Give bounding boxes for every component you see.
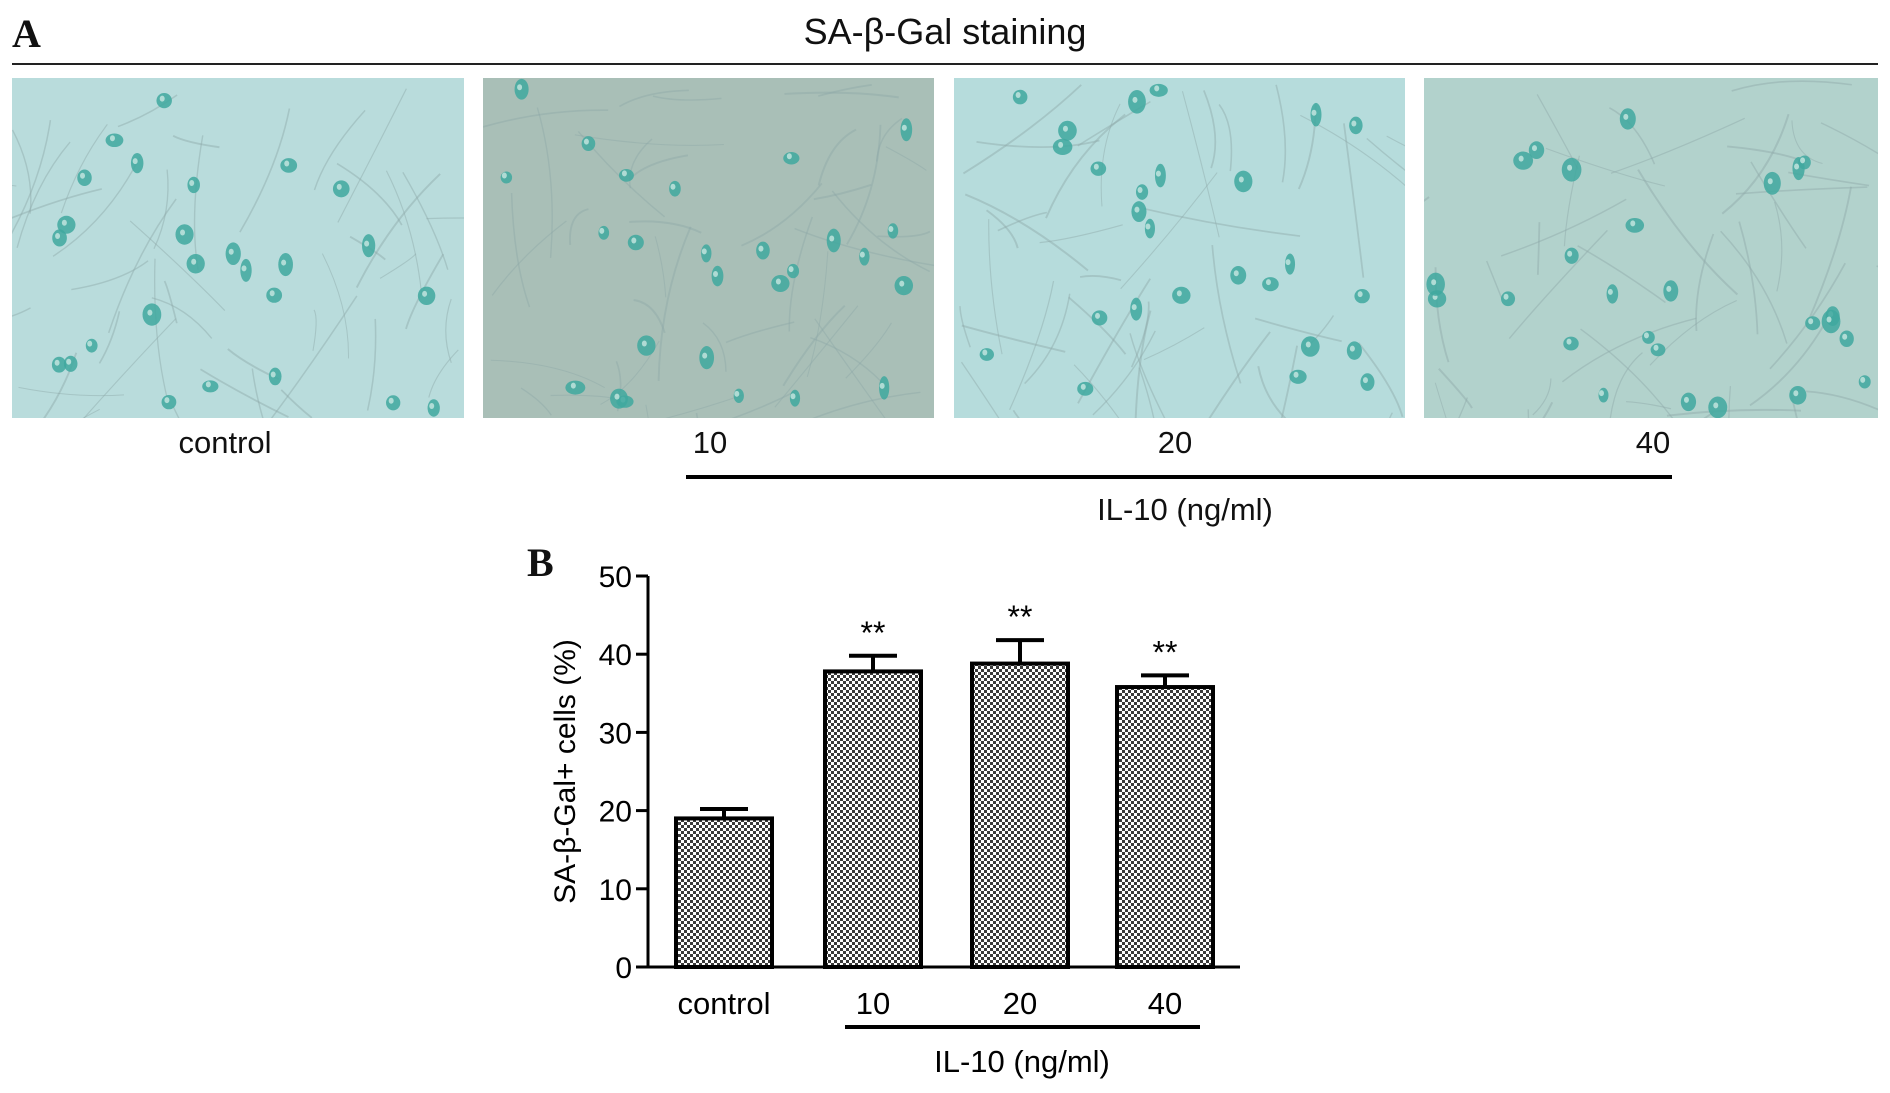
y-tick-label: 0: [615, 952, 632, 985]
panel-a-title: SA-β-Gal staining: [803, 11, 1087, 52]
panel-b-letter: B: [527, 540, 554, 585]
panel-a-group-label: IL-10 (ng/ml): [1097, 492, 1273, 527]
x-tick-label: control: [677, 986, 770, 1021]
y-axis-label: SA-β-Gal+ cells (%): [549, 639, 582, 904]
micrograph-control: [12, 78, 464, 418]
micrograph-40: [1424, 78, 1878, 418]
x-tick-label: 10: [856, 986, 890, 1021]
bar-20: [970, 661, 1070, 969]
panel-a-letter: A: [12, 11, 41, 56]
x-tick-label: 40: [1148, 986, 1182, 1021]
bar-10: [823, 669, 923, 969]
micrograph-label-10: 10: [692, 425, 728, 460]
panel-a-group-bracket: [686, 475, 1672, 479]
micrograph-label-20: 20: [1157, 425, 1193, 460]
micrograph-10: [483, 78, 934, 418]
y-tick-label: 10: [599, 874, 632, 907]
bar-40: [1115, 685, 1215, 969]
y-tick-label: 30: [599, 717, 632, 750]
significance-marker: **: [1008, 599, 1033, 635]
micrograph-label-40: 40: [1635, 425, 1671, 460]
x-tick-label: 20: [1003, 986, 1037, 1021]
group-label: IL-10 (ng/ml): [934, 1044, 1110, 1079]
title-divider: [12, 63, 1878, 65]
y-tick-label: 50: [599, 561, 632, 594]
significance-marker: **: [861, 615, 886, 651]
significance-marker: **: [1153, 634, 1178, 670]
micrograph-20: [954, 78, 1405, 418]
micrograph-label-control: control: [178, 425, 272, 460]
y-tick-label: 40: [599, 639, 632, 672]
y-tick-label: 20: [599, 796, 632, 829]
bar-control: [674, 816, 774, 969]
